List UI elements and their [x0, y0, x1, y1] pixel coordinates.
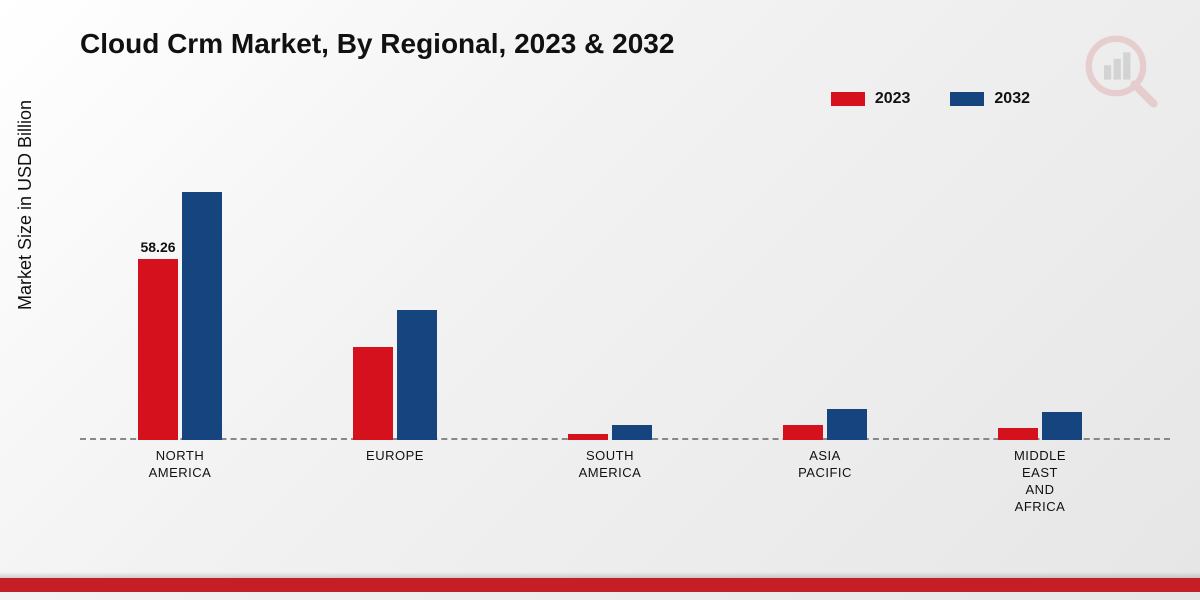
xlabel-south-america: SOUTHAMERICA	[540, 448, 680, 482]
bar-2032-north-america	[182, 192, 222, 440]
plot-area: 58.26	[80, 130, 1170, 440]
watermark-logo	[1080, 30, 1160, 110]
bar-group-asia-pacific	[755, 409, 895, 440]
xlabel-north-america: NORTHAMERICA	[110, 448, 250, 482]
legend-swatch-2032	[950, 92, 984, 106]
bar-group-north-america: 58.26	[110, 192, 250, 440]
bar-value-label: 58.26	[140, 239, 175, 255]
bar-2032-asia-pacific	[827, 409, 867, 440]
bar-2023-asia-pacific	[783, 425, 823, 441]
xlabel-mea: MIDDLEEASTANDAFRICA	[970, 448, 1110, 516]
legend: 2023 2032	[831, 90, 1030, 108]
bar-2023-north-america: 58.26	[138, 259, 178, 440]
bar-2023-europe	[353, 347, 393, 440]
bar-2023-mea	[998, 428, 1038, 440]
xlabel-asia-pacific: ASIAPACIFIC	[755, 448, 895, 482]
x-axis-labels: NORTHAMERICA EUROPE SOUTHAMERICA ASIAPAC…	[80, 448, 1170, 528]
bar-group-europe	[325, 310, 465, 440]
bar-2023-south-america	[568, 434, 608, 440]
legend-swatch-2023	[831, 92, 865, 106]
legend-item-2023: 2023	[831, 90, 911, 108]
footer-accent-bar	[0, 578, 1200, 592]
bar-2032-mea	[1042, 412, 1082, 440]
legend-label-2032: 2032	[994, 90, 1030, 108]
legend-label-2023: 2023	[875, 90, 911, 108]
xlabel-europe: EUROPE	[325, 448, 465, 465]
chart-title: Cloud Crm Market, By Regional, 2023 & 20…	[80, 28, 674, 60]
y-axis-label: Market Size in USD Billion	[15, 100, 36, 310]
bar-2032-south-america	[612, 425, 652, 441]
legend-item-2032: 2032	[950, 90, 1030, 108]
bar-group-south-america	[540, 425, 680, 441]
bar-2032-europe	[397, 310, 437, 440]
bar-group-mea	[970, 412, 1110, 440]
